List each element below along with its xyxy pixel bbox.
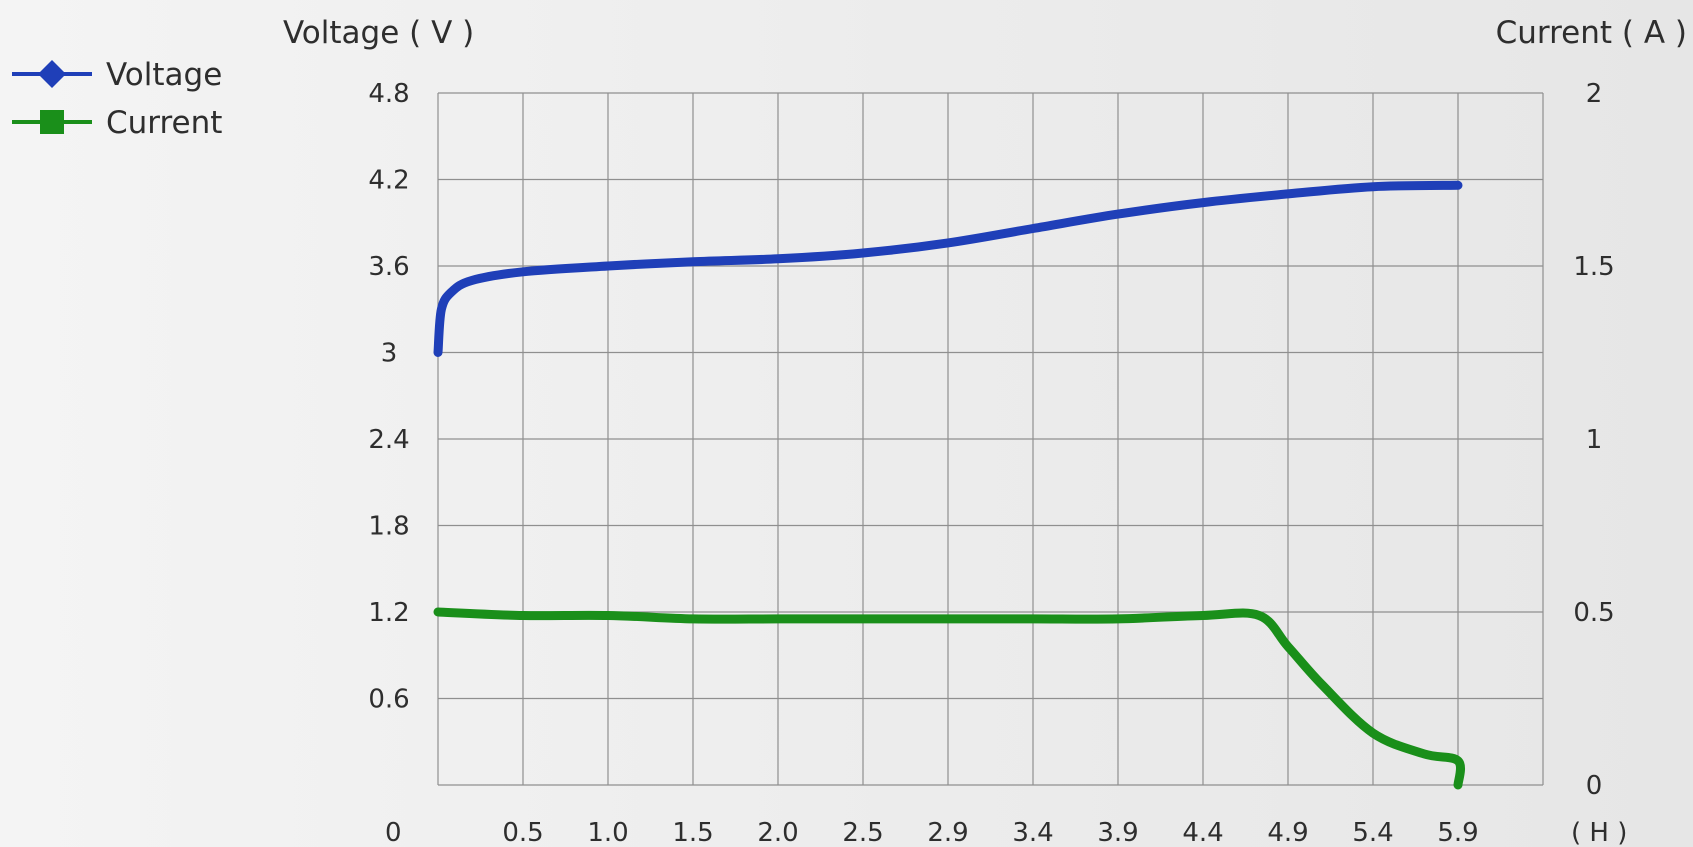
- y-left-tick-label: 3.6: [368, 252, 409, 282]
- right-axis-title: Current ( A ): [1496, 15, 1687, 51]
- legend-current-label: Current: [106, 105, 222, 141]
- y-right-tick-label: 1: [1586, 425, 1603, 455]
- x-tick-label: 3.9: [1097, 818, 1138, 847]
- legend: Voltage Current: [12, 57, 222, 141]
- square-icon: [40, 110, 64, 134]
- y-right-tick-label: 2: [1586, 79, 1603, 109]
- x-tick-label: 5.9: [1437, 818, 1478, 847]
- x-tick-label: 2.5: [842, 818, 883, 847]
- series-line-current: [433, 607, 1466, 790]
- y-left-tick-label: 1.8: [368, 512, 409, 542]
- legend-voltage-label: Voltage: [106, 57, 222, 93]
- legend-item-voltage: Voltage: [12, 57, 222, 93]
- y-left-tick-label: 2.4: [368, 425, 409, 455]
- plot-grid: [437, 92, 1544, 786]
- x-origin-label: 0: [385, 818, 402, 847]
- x-tick-label: 1.0: [587, 818, 628, 847]
- tick-labels: 0.5 1.0 1.5 2.0 2.5 2.9 3.4 3.9 4.4 4.9 5.4 5.9 4.8 4…: [368, 79, 1614, 847]
- x-tick-label: 4.9: [1267, 818, 1308, 847]
- x-unit-label: ( H ): [1571, 818, 1627, 847]
- x-tick-label: 0.5: [502, 818, 543, 847]
- y-left-tick-label: 1.2: [368, 598, 409, 628]
- y-left-tick-label: 4.8: [368, 79, 409, 109]
- x-tick-label: 3.4: [1012, 818, 1053, 847]
- x-tick-label: 1.5: [672, 818, 713, 847]
- x-tick-label: 5.4: [1352, 818, 1393, 847]
- y-left-tick-label: 4.2: [368, 166, 409, 196]
- diamond-icon: [38, 60, 66, 88]
- y-left-tick-label: 0.6: [368, 685, 409, 715]
- y-right-tick-label: 0: [1586, 771, 1603, 801]
- series-layer: [433, 180, 1466, 790]
- y-right-tick-label: 0.5: [1573, 598, 1614, 628]
- y-right-tick-label: 1.5: [1573, 252, 1614, 282]
- x-tick-label: 2.9: [927, 818, 968, 847]
- x-tick-label: 4.4: [1182, 818, 1223, 847]
- y-left-tick-label: 3: [381, 339, 398, 369]
- x-tick-label: 2.0: [757, 818, 798, 847]
- left-axis-title: Voltage ( V ): [283, 15, 474, 51]
- legend-item-current: Current: [12, 105, 222, 141]
- series-line-voltage: [433, 180, 1463, 357]
